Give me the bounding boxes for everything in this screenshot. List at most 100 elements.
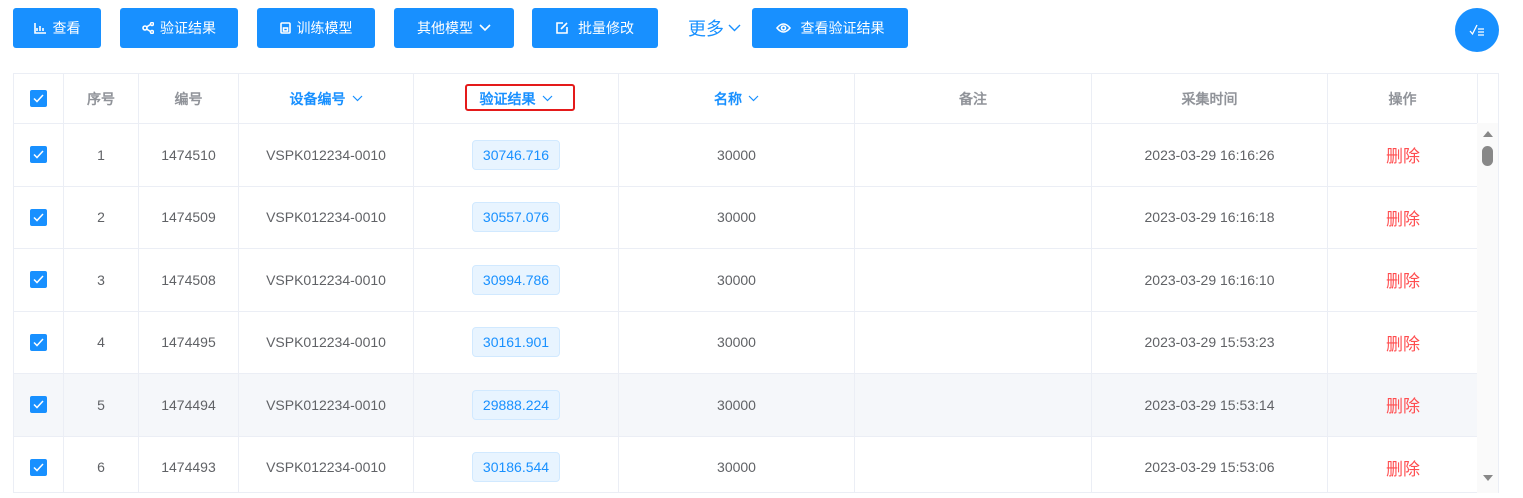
cell-id-text: 1474493 bbox=[161, 459, 216, 476]
edit-icon bbox=[556, 22, 568, 34]
cell-time: 2023-03-29 15:53:23 bbox=[1092, 311, 1328, 373]
cell-index: 4 bbox=[64, 311, 139, 373]
cell-index: 2 bbox=[64, 186, 139, 248]
cell-action: 删除 bbox=[1328, 187, 1478, 249]
delete-link[interactable]: 删除 bbox=[1386, 209, 1420, 229]
cell-name: 30000 bbox=[619, 374, 855, 436]
cell-device-text: VSPK012234-0010 bbox=[266, 146, 386, 163]
cell-index: 1 bbox=[64, 124, 139, 186]
row-checkbox[interactable] bbox=[14, 186, 64, 248]
cell-remark bbox=[855, 374, 1092, 436]
delete-link[interactable]: 删除 bbox=[1386, 334, 1420, 354]
cell-time-text: 2023-03-29 15:53:06 bbox=[1144, 459, 1275, 476]
cell-device-text: VSPK012234-0010 bbox=[266, 334, 386, 351]
row-checkbox[interactable] bbox=[14, 311, 64, 373]
table-row[interactable]: 2 1474509 VSPK012234-0010 30557.076 30000 202… bbox=[14, 186, 1478, 249]
header-time: 采集时间 bbox=[1092, 74, 1328, 123]
check-icon bbox=[30, 208, 47, 226]
batch-edit-label: 批量修改 bbox=[578, 20, 634, 36]
cell-action: 删除 bbox=[1328, 249, 1478, 311]
header-action: 操作 bbox=[1328, 74, 1478, 123]
chevron-down-icon bbox=[748, 95, 759, 102]
check-icon bbox=[30, 271, 47, 289]
column-settings-button[interactable] bbox=[1455, 8, 1499, 52]
header-device[interactable]: 设备编号 bbox=[239, 74, 414, 123]
cell-result: 30161.901 bbox=[414, 311, 619, 373]
other-models-dropdown[interactable]: 其他模型 bbox=[394, 8, 514, 48]
scroll-down-icon[interactable] bbox=[1483, 475, 1493, 481]
cell-device: VSPK012234-0010 bbox=[239, 311, 414, 373]
cell-remark bbox=[855, 436, 1092, 492]
view-label: 查看 bbox=[52, 20, 81, 36]
cell-index-text: 1 bbox=[97, 146, 105, 163]
chevron-down-icon bbox=[728, 24, 741, 32]
cell-result: 30746.716 bbox=[414, 124, 619, 186]
cell-id: 1474510 bbox=[139, 124, 239, 186]
header-index: 序号 bbox=[64, 74, 139, 123]
cell-result: 30557.076 bbox=[414, 186, 619, 248]
cell-action: 删除 bbox=[1328, 312, 1478, 374]
view-verify-result-button[interactable]: 查看验证结果 bbox=[752, 8, 908, 48]
cell-id: 1474494 bbox=[139, 374, 239, 436]
cell-index-text: 2 bbox=[97, 209, 105, 226]
cell-action: 删除 bbox=[1328, 374, 1478, 436]
cell-remark bbox=[855, 311, 1092, 373]
header-result[interactable]: 验证结果 bbox=[414, 74, 619, 123]
chevron-down-icon bbox=[352, 95, 362, 102]
row-checkbox[interactable] bbox=[14, 374, 64, 436]
check-icon bbox=[30, 333, 47, 351]
eye-icon bbox=[775, 23, 791, 33]
header-gutter bbox=[1478, 74, 1498, 123]
header-name[interactable]: 名称 bbox=[619, 74, 855, 123]
chart-icon bbox=[33, 23, 46, 34]
view-verify-result-label: 查看验证结果 bbox=[800, 20, 885, 36]
cell-id-text: 1474508 bbox=[161, 271, 216, 288]
cell-time: 2023-03-29 16:16:10 bbox=[1092, 249, 1328, 311]
select-all-checkbox[interactable] bbox=[14, 74, 64, 123]
table-row[interactable]: 5 1474494 VSPK012234-0010 29888.224 30000 202… bbox=[14, 374, 1478, 437]
cell-time: 2023-03-29 15:53:14 bbox=[1092, 374, 1328, 436]
cell-device-text: VSPK012234-0010 bbox=[266, 209, 386, 226]
cell-name: 30000 bbox=[619, 124, 855, 186]
check-icon bbox=[30, 90, 47, 107]
cell-index-text: 3 bbox=[97, 271, 105, 288]
vertical-scrollbar[interactable] bbox=[1477, 123, 1498, 493]
table-row[interactable]: 1 1474510 VSPK012234-0010 30746.716 30000 202… bbox=[14, 124, 1478, 187]
cell-device-text: VSPK012234-0010 bbox=[266, 459, 386, 476]
cell-time: 2023-03-29 16:16:18 bbox=[1092, 186, 1328, 248]
delete-link[interactable]: 删除 bbox=[1386, 272, 1420, 292]
header-label: 名称 bbox=[714, 90, 742, 107]
scroll-up-icon[interactable] bbox=[1483, 131, 1493, 137]
scrollbar-thumb[interactable] bbox=[1482, 146, 1493, 166]
delete-link[interactable]: 删除 bbox=[1386, 147, 1420, 167]
table-header: 序号 编号 设备编号 验证结果 名称 备注 采集时间 操作 bbox=[14, 74, 1498, 124]
table-row[interactable]: 4 1474495 VSPK012234-0010 30161.901 30000 202… bbox=[14, 311, 1478, 374]
more-dropdown[interactable]: 更多 bbox=[688, 8, 741, 48]
cell-name-text: 30000 bbox=[717, 146, 756, 163]
cell-id: 1474509 bbox=[139, 186, 239, 248]
header-label: 设备编号 bbox=[289, 90, 346, 107]
cell-result: 29888.224 bbox=[414, 374, 619, 436]
header-remark: 备注 bbox=[855, 74, 1092, 123]
cell-index-text: 6 bbox=[97, 459, 105, 476]
cell-name-text: 30000 bbox=[717, 271, 756, 288]
row-checkbox[interactable] bbox=[14, 249, 64, 311]
highlight-box bbox=[465, 84, 575, 111]
cell-name-text: 30000 bbox=[717, 459, 756, 476]
batch-edit-button[interactable]: 批量修改 bbox=[532, 8, 658, 48]
view-button[interactable]: 查看 bbox=[13, 8, 101, 48]
table-row[interactable]: 3 1474508 VSPK012234-0010 30994.786 30000 202… bbox=[14, 249, 1478, 312]
header-id: 编号 bbox=[139, 74, 239, 123]
result-tag: 30161.901 bbox=[471, 327, 561, 358]
row-checkbox[interactable] bbox=[14, 436, 64, 492]
data-table: 序号 编号 设备编号 验证结果 名称 备注 采集时间 操作 1 1474510 VSPK01223… bbox=[13, 73, 1499, 493]
row-checkbox[interactable] bbox=[14, 124, 64, 186]
table-row[interactable]: 6 1474493 VSPK012234-0010 30186.544 30000 202… bbox=[14, 436, 1478, 492]
cell-id-text: 1474494 bbox=[161, 396, 216, 413]
cell-device: VSPK012234-0010 bbox=[239, 249, 414, 311]
delete-link[interactable]: 删除 bbox=[1386, 459, 1420, 479]
delete-link[interactable]: 删除 bbox=[1386, 397, 1420, 417]
verify-result-button[interactable]: 验证结果 bbox=[120, 8, 238, 48]
cell-time-text: 2023-03-29 16:16:26 bbox=[1144, 146, 1275, 163]
train-model-button[interactable]: 训练模型 bbox=[257, 8, 375, 48]
